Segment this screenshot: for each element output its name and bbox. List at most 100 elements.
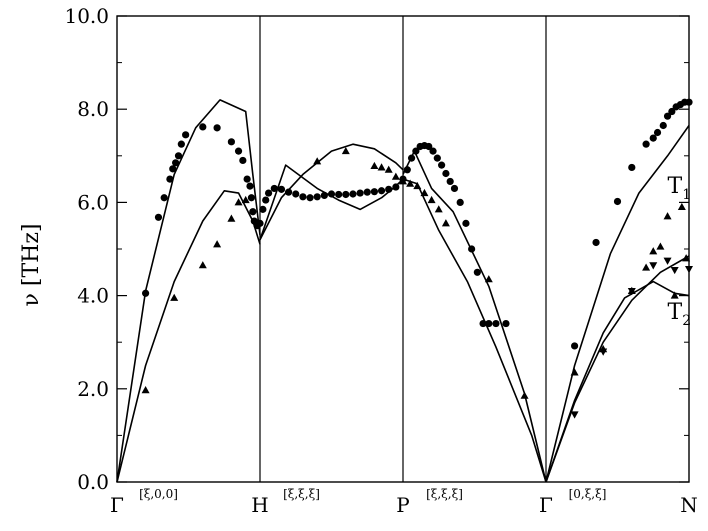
data-point-triangle-up xyxy=(141,385,150,394)
data-point-triangle-up xyxy=(341,146,350,155)
data-point-triangle-down xyxy=(670,266,679,275)
data-point-triangle-up xyxy=(434,205,443,213)
dispersion-line xyxy=(116,190,261,483)
data-point-triangle-up xyxy=(649,247,658,255)
data-point-circle xyxy=(442,169,450,178)
data-point-circle xyxy=(628,163,636,172)
data-point-circle xyxy=(403,166,411,174)
x-tick-label: H xyxy=(251,493,268,517)
data-point-circle xyxy=(571,342,579,350)
data-point-circle xyxy=(492,319,500,328)
segment-label: [ξ,0,0] xyxy=(139,487,178,501)
data-point-triangle-up xyxy=(227,214,236,222)
data-point-circle xyxy=(256,219,264,227)
dispersion-line xyxy=(259,143,404,241)
data-point-triangle-up xyxy=(313,157,322,165)
segment-label: [ξ,ξ,ξ] xyxy=(283,487,320,501)
data-point-circle xyxy=(342,190,350,199)
data-point-circle xyxy=(349,190,357,198)
data-point-triangle-up xyxy=(370,161,379,170)
y-tick-label: 4.0 xyxy=(77,284,109,308)
data-point-circle xyxy=(172,159,180,167)
y-tick-label: 8.0 xyxy=(77,97,109,121)
data-point-triangle-up xyxy=(484,275,493,283)
data-point-circle xyxy=(142,289,150,297)
data-point-circle xyxy=(285,188,293,196)
data-point-circle xyxy=(249,208,257,216)
data-point-circle xyxy=(438,161,446,169)
data-point-triangle-down xyxy=(627,287,636,296)
segment-label: [0,ξ,ξ] xyxy=(569,487,607,501)
data-point-circle xyxy=(425,142,433,151)
data-point-circle xyxy=(412,147,420,155)
data-point-triangle-up xyxy=(663,212,672,220)
data-point-circle xyxy=(247,194,256,202)
data-point-triangle-up xyxy=(682,254,691,262)
data-point-circle xyxy=(479,319,487,328)
data-point-circle xyxy=(320,191,328,200)
data-point-circle xyxy=(177,140,185,148)
data-point-circle xyxy=(433,154,441,162)
data-point-circle xyxy=(642,140,650,148)
data-point-circle xyxy=(264,189,273,197)
dispersion-line xyxy=(259,164,404,240)
data-point-circle xyxy=(262,196,270,204)
data-point-circle xyxy=(613,197,622,206)
data-point-circle xyxy=(213,124,221,132)
data-point-triangle-up xyxy=(441,219,450,227)
data-point-triangle-up xyxy=(677,202,686,211)
segment-label: [ξ,ξ,ξ] xyxy=(426,487,463,501)
data-point-circle xyxy=(363,188,371,196)
data-point-circle xyxy=(239,156,247,165)
data-point-circle xyxy=(174,152,183,160)
data-point-circle xyxy=(668,107,676,116)
data-point-triangle-up xyxy=(384,165,393,173)
data-point-triangle-up xyxy=(570,368,579,376)
data-point-triangle-up xyxy=(656,242,665,250)
x-tick-label: P xyxy=(396,493,409,517)
data-point-circle xyxy=(485,319,493,328)
data-point-circle xyxy=(450,184,459,193)
dispersion-line xyxy=(402,178,547,483)
data-point-circle xyxy=(356,189,364,197)
data-point-circle xyxy=(166,175,174,183)
data-point-circle xyxy=(306,194,314,202)
data-point-circle xyxy=(473,268,481,276)
data-point-triangle-down xyxy=(649,262,658,270)
data-point-triangle-up xyxy=(377,163,386,171)
data-point-circle xyxy=(446,177,454,186)
data-point-circle xyxy=(277,185,286,193)
data-point-circle xyxy=(270,184,278,193)
data-point-circle xyxy=(502,319,510,328)
branch-label: T2 xyxy=(668,300,692,329)
data-point-circle xyxy=(292,190,300,198)
data-point-circle xyxy=(259,205,267,213)
data-point-circle xyxy=(169,165,177,173)
y-tick-label: 10.0 xyxy=(64,4,109,28)
data-point-circle xyxy=(377,187,386,195)
data-point-triangle-up xyxy=(427,195,436,204)
data-point-triangle-down xyxy=(570,411,579,419)
y-tick-label: 6.0 xyxy=(77,190,109,214)
data-point-circle xyxy=(313,193,321,201)
branch-label: T1 xyxy=(668,174,692,203)
data-point-circle xyxy=(653,128,662,137)
data-point-circle xyxy=(327,190,336,198)
x-tick-label: Γ xyxy=(110,493,124,517)
data-point-circle xyxy=(659,121,667,130)
data-point-circle xyxy=(370,188,378,196)
data-point-triangle-up xyxy=(670,291,679,299)
data-point-triangle-up xyxy=(642,263,651,271)
data-point-circle xyxy=(227,138,235,146)
x-tick-label: N xyxy=(680,493,698,517)
x-tick-label: Γ xyxy=(539,493,553,517)
data-point-triangle-up xyxy=(234,198,243,206)
data-point-triangle-up xyxy=(520,391,529,399)
data-point-circle xyxy=(335,190,343,199)
data-point-circle xyxy=(160,194,168,202)
data-point-triangle-down xyxy=(599,348,608,356)
y-tick-label: 0.0 xyxy=(77,470,109,494)
data-point-triangle-up xyxy=(241,195,250,204)
data-point-circle xyxy=(649,134,657,142)
